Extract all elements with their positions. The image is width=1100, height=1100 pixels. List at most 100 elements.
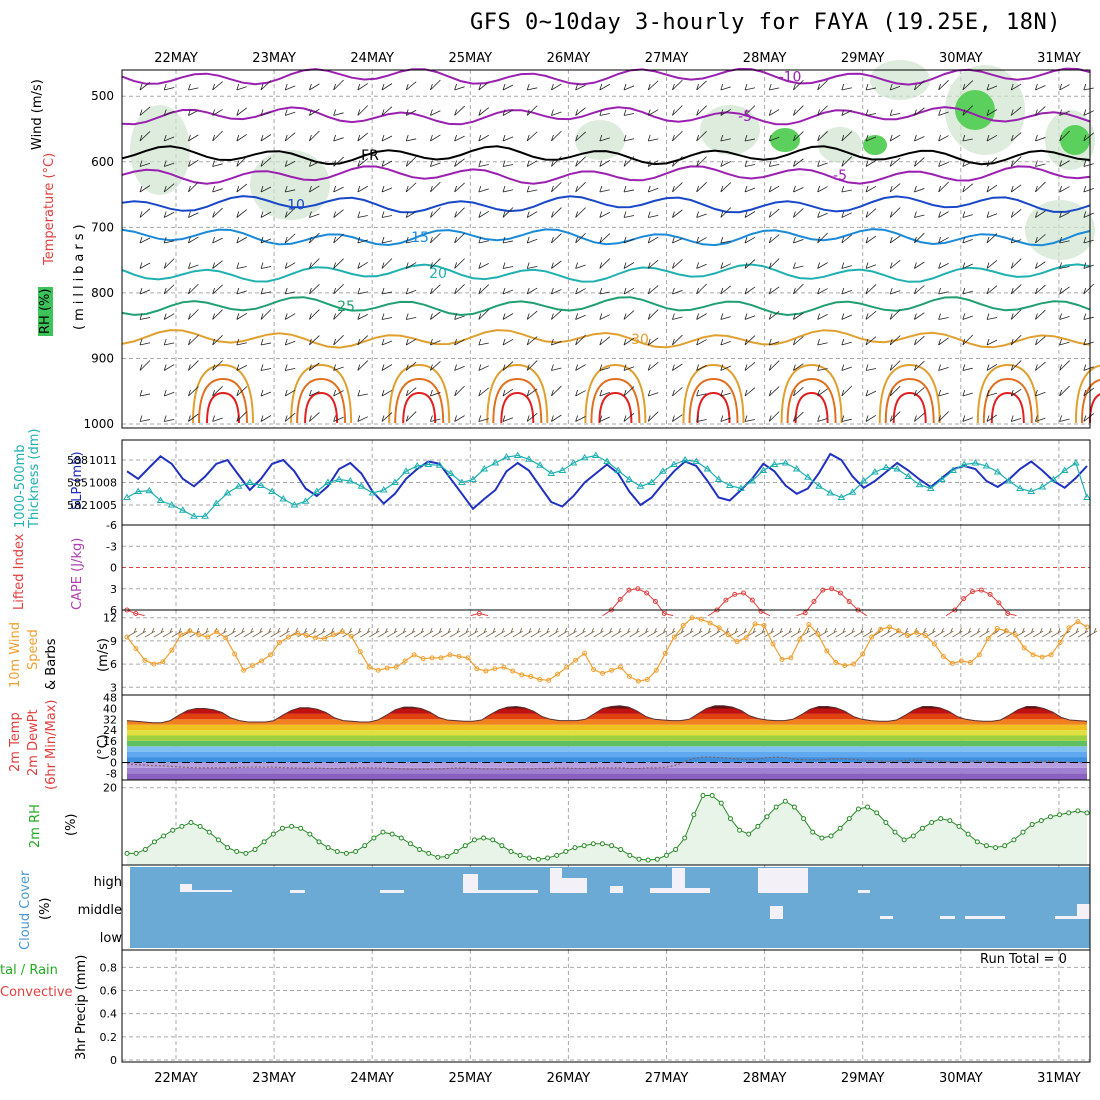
wind-barb [357,185,368,193]
wind-barb [1010,284,1022,295]
rh-point [435,854,441,860]
wind-barb [599,364,610,371]
rh-point [782,798,788,804]
wind-barb [672,387,683,397]
wind-speed-point [564,664,570,670]
wind-barb [865,336,877,346]
thickness-point [435,461,444,468]
wind-barb [672,414,683,422]
rh-line [127,795,1088,861]
wind-barb [889,287,901,295]
surface-wind-barb [763,627,775,638]
wind-barb [986,184,998,193]
wind-speed-point [653,667,659,673]
wind-barb [333,233,344,244]
wind-speed-point [662,650,668,656]
wind-barb [430,338,441,346]
rh-point [325,845,331,851]
wind-barb [333,209,344,218]
wind-barb [696,105,707,116]
date-label-top: 27MAY [645,51,689,66]
temperature-band [127,719,1087,725]
lifted-index-segment [1007,613,1017,617]
pressure-tick-label: 700 [91,220,114,234]
wind-barb [575,233,586,244]
surface-wind-barb [638,627,649,638]
wind-barb [938,262,949,269]
rh-point [124,850,130,856]
wind-barb [865,134,877,142]
wind-barb [623,412,635,422]
wind-speed-point [294,630,300,636]
lifted-index-point [978,587,984,593]
wind-barb [768,160,780,167]
wind-barb [962,334,974,346]
thickness-point [804,473,812,480]
wind-barb [502,185,514,193]
pressure-tick-label: 900 [91,351,114,365]
wind-barb [1035,261,1046,269]
thickness-point [446,469,455,476]
surface-heat-contour [486,363,549,424]
wind-barb [1010,258,1022,269]
humidity-shading [1025,200,1095,260]
lifted-index-segment [664,613,674,617]
wind-barb [478,364,489,371]
wind-speed-point [160,659,166,665]
wind-speed-point [438,655,444,661]
thickness-point [614,466,623,473]
thickness-point [379,486,388,493]
wind-barb [139,208,151,218]
temperature-band [127,762,1087,768]
wind-barb [1035,83,1046,91]
wind-barb [599,185,610,193]
wind-speed-point [582,650,588,656]
wind-barb [938,134,949,142]
thickness-point [223,489,232,496]
wind-barb [502,262,514,269]
surface-heat-contour [682,363,745,424]
wind-barb [381,106,393,116]
wind-barb [1059,415,1070,422]
wind-barb [236,312,248,320]
lifted-index-segment [734,592,744,595]
wind-speed-point [124,634,130,640]
wind-barb [357,335,369,346]
wind-tick-label: 12 [103,612,117,625]
wind-barb [309,160,320,167]
surface-wind-barb [431,627,443,638]
contour-label: 15 [411,230,429,246]
wind-speed-point [914,629,920,635]
wind-barb [188,236,199,244]
wind-speed-point [241,667,247,673]
thickness-point [402,467,410,474]
thickness-point [580,453,589,461]
surface-heat-contour [892,391,927,424]
rh-point [188,820,194,825]
rh-point [983,843,989,849]
wind-barb [889,360,901,371]
wind-speed-point [761,622,767,628]
wind-barb [163,313,175,320]
wind-barb [454,284,465,295]
wind-barb [381,364,393,371]
cloud-level-label: low [100,931,123,946]
wind-barb [163,236,175,244]
thickness-point [290,501,299,508]
surface-heat-contour [780,363,843,424]
wind-barb [696,313,707,320]
wind-barb [357,415,368,422]
wind-speed-point [994,626,1000,632]
wind-barb [454,338,465,346]
wind-barb [1083,283,1095,295]
wind-speed-point [887,624,893,630]
surface-wind-barb [934,627,945,638]
wind-barb [478,81,490,91]
wind-barb [575,207,586,218]
rh-point [453,848,459,854]
wind-barb [744,387,756,397]
wind-barb [720,313,731,320]
wind-barb [841,211,852,218]
wind-barb [672,130,683,142]
wind-speed-point [214,629,220,635]
